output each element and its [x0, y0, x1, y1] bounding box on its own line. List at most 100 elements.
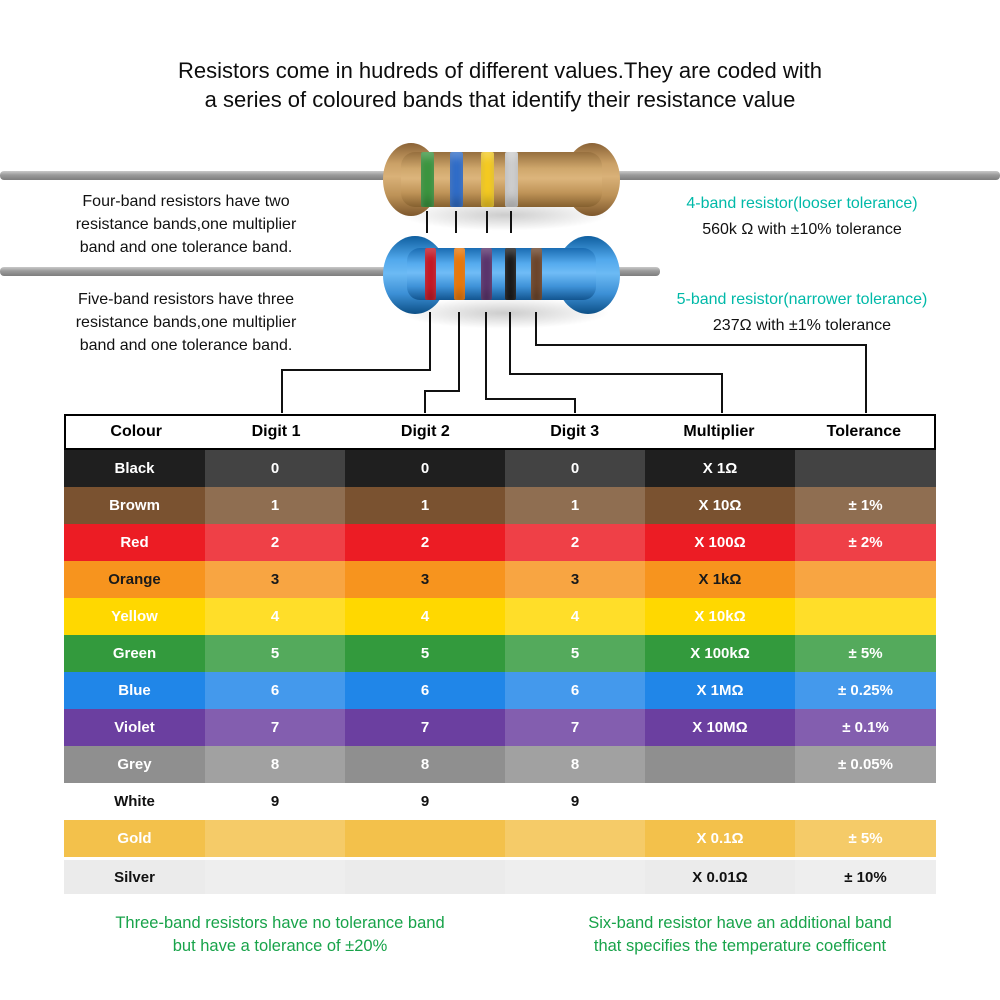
table-row-browm: Browm 1 1 1 X 10Ω ± 1% [64, 487, 936, 524]
cell-multiplier: X 10Ω [698, 497, 742, 514]
cell-tolerance [795, 561, 936, 598]
cell-tolerance [795, 783, 936, 820]
cell-multiplier [645, 783, 795, 820]
cell-digit1: 9 [205, 783, 345, 820]
cell-tolerance [795, 598, 936, 635]
header-multiplier: Multiplier [683, 423, 755, 440]
cell-name: Black [114, 460, 155, 477]
cell-digit3 [505, 860, 645, 894]
resistor5-left-lead [0, 267, 392, 276]
header-digit1: Digit 1 [251, 423, 301, 440]
four-band-description: Four-band resistors have two resistance … [75, 193, 297, 256]
cell-digit3: 1 [505, 487, 645, 524]
table-row-orange: Orange 3 3 3 X 1kΩ [64, 561, 936, 598]
cell-multiplier: X 0.1Ω [696, 830, 744, 847]
cell-tolerance: ± 0.25% [795, 672, 936, 709]
cell-tolerance: ± 10% [795, 860, 936, 894]
cell-digit1: 1 [205, 487, 345, 524]
cell-tolerance: ± 2% [795, 524, 936, 561]
cell-digit3: 2 [505, 524, 645, 561]
resistor4-body [401, 152, 602, 207]
cell-name: Orange [108, 571, 161, 588]
cell-digit2: 1 [420, 497, 430, 514]
five-band-description: Five-band resistors have three resistanc… [75, 291, 297, 354]
cell-multiplier [645, 746, 795, 783]
cell-name: Browm [109, 497, 160, 514]
table-row-yellow: Yellow 4 4 4 X 10kΩ [64, 598, 936, 635]
cell-digit3: 5 [505, 635, 645, 672]
cell-name: Gold [117, 830, 152, 847]
table-row-gold: Gold X 0.1Ω ± 5% [64, 820, 936, 857]
cell-multiplier: X 1MΩ [696, 682, 744, 699]
cell-digit1 [205, 820, 345, 857]
table-row-black: Black 0 0 0 X 1Ω [64, 450, 936, 487]
cell-multiplier: X 100Ω [694, 534, 746, 551]
cell-tolerance [795, 450, 936, 487]
band-silver [505, 152, 518, 207]
four-band-callout: 4-band resistor(looser tolerance) 560k Ω… [650, 192, 954, 241]
cell-multiplier: X 10MΩ [692, 719, 748, 736]
cell-tolerance: ± 1% [795, 487, 936, 524]
resistor4-left-lead [0, 171, 388, 180]
four-band-callout-value: 560k Ω with ±10% tolerance [702, 221, 902, 238]
band-blue [450, 152, 463, 207]
header-digit3: Digit 3 [550, 423, 600, 440]
cell-digit1: 0 [205, 450, 345, 487]
band-red [425, 248, 436, 300]
header-colour: Colour [110, 423, 162, 440]
cell-name: Yellow [111, 608, 158, 625]
cell-digit2: 6 [420, 682, 430, 699]
cell-multiplier: X 1kΩ [698, 571, 742, 588]
cell-name: Silver [114, 868, 155, 886]
five-band-resistor [383, 234, 620, 316]
cell-tolerance: ± 5% [795, 635, 936, 672]
table-row-grey: Grey 8 8 8 ± 0.05% [64, 746, 936, 783]
band-green [421, 152, 434, 207]
cell-digit2: 2 [420, 534, 430, 551]
three-band-footnote: Three-band resistors have no tolerance b… [115, 914, 445, 955]
table-row-silver: Silver X 0.01Ω ± 10% [64, 857, 936, 894]
cell-digit2: 9 [420, 793, 430, 810]
cell-digit3: 6 [505, 672, 645, 709]
cell-digit3: 8 [505, 746, 645, 783]
cell-name: Blue [118, 682, 151, 699]
cell-digit1: 8 [205, 746, 345, 783]
cell-tolerance: ± 0.05% [795, 746, 936, 783]
cell-digit1: 7 [205, 709, 345, 746]
cell-digit2: 5 [420, 645, 430, 662]
cell-digit1: 4 [205, 598, 345, 635]
cell-digit1 [205, 860, 345, 894]
band-violet [481, 248, 492, 300]
cell-digit1: 2 [205, 524, 345, 561]
resistor5-right-lead [608, 267, 660, 276]
cell-digit2: 7 [420, 719, 430, 736]
cell-name: Grey [117, 756, 152, 773]
cell-digit2 [345, 860, 505, 894]
band-yellow [481, 152, 494, 207]
band-brown [531, 248, 542, 300]
five-band-callout-title: 5-band resistor(narrower tolerance) [676, 291, 928, 308]
resistor5-body [407, 248, 596, 300]
table-row-white: White 9 9 9 [64, 783, 936, 820]
cell-multiplier: X 10kΩ [694, 608, 746, 625]
cell-digit3: 7 [505, 709, 645, 746]
cell-multiplier: X 1Ω [702, 460, 738, 477]
cell-tolerance: ± 5% [795, 820, 936, 857]
cell-name: Red [120, 534, 149, 551]
table-header-row: Colour Digit 1 Digit 2 Digit 3 Multiplie… [64, 414, 936, 450]
header-digit2: Digit 2 [400, 423, 450, 440]
six-band-footnote: Six-band resistor have an additional ban… [588, 914, 892, 955]
cell-digit2: 0 [420, 460, 430, 477]
cell-digit3 [505, 820, 645, 857]
table-body: Black 0 0 0 X 1Ω Browm 1 1 1 X 10Ω ± 1% Red 2 2 2 X 100… [64, 450, 936, 894]
four-band-callout-title: 4-band resistor(looser tolerance) [686, 195, 918, 212]
table-row-green: Green 5 5 5 X 100kΩ ± 5% [64, 635, 936, 672]
page-title: Resistors come in hudreds of different v… [177, 58, 823, 112]
five-band-callout: 5-band resistor(narrower tolerance) 237Ω… [645, 288, 959, 337]
color-code-table: Colour Digit 1 Digit 2 Digit 3 Multiplie… [64, 414, 936, 894]
cell-digit2 [345, 820, 505, 857]
four-band-resistor [383, 140, 620, 220]
cell-digit2: 4 [420, 608, 430, 625]
cell-digit3: 4 [505, 598, 645, 635]
band-black [505, 248, 516, 300]
